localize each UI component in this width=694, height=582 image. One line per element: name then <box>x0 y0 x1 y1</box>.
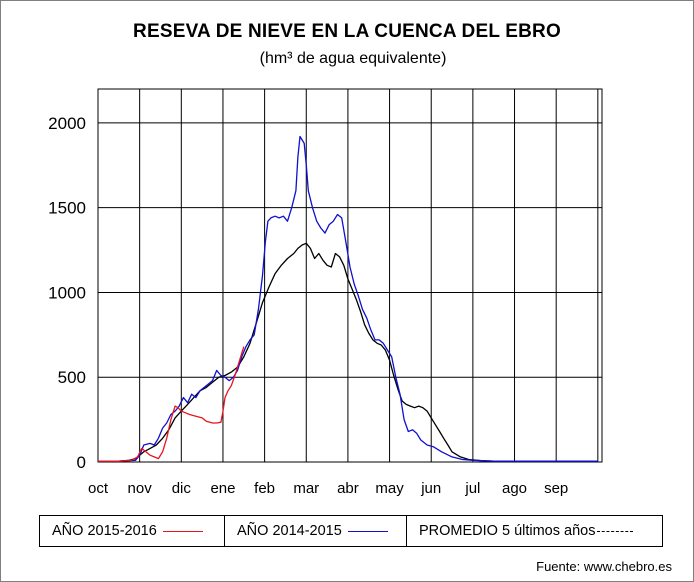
y-tick-label: 0 <box>77 453 86 472</box>
legend-item-promedio: PROMEDIO 5 últimos años <box>407 516 662 546</box>
x-tick-label: may <box>375 480 404 497</box>
x-tick-label: jun <box>420 480 441 497</box>
x-tick-label: sep <box>544 480 568 497</box>
series-line-2 <box>98 242 598 462</box>
plot-area <box>97 88 603 463</box>
x-tick-label: ene <box>210 480 235 497</box>
snow-reserve-chart: 0 500 1000 1500 2000 oct nov dic ene feb mar abr may… <box>48 88 603 497</box>
x-tick-label: abr <box>337 480 359 497</box>
x-tick-label: oct <box>88 480 109 497</box>
series-line-0 <box>98 346 245 462</box>
legend-swatch <box>162 530 203 532</box>
legend-swatch <box>597 530 634 532</box>
y-tick-label: 1500 <box>48 199 86 218</box>
legend-label: AÑO 2014-2015 <box>237 523 342 539</box>
source-note: Fuente: www.chebro.es <box>536 559 672 574</box>
x-tick-label: nov <box>128 480 153 497</box>
x-tick-label: jul <box>464 480 480 497</box>
series-line-1 <box>98 135 598 462</box>
legend-item-2014-2015: AÑO 2014-2015 <box>225 516 407 546</box>
legend-label: PROMEDIO 5 últimos años <box>419 523 596 539</box>
chart-title: RESEVA DE NIEVE EN LA CUENCA DEL EBRO <box>133 21 561 42</box>
y-tick-label: 2000 <box>48 114 86 133</box>
legend-item-2015-2016: AÑO 2015-2016 <box>40 516 225 546</box>
legend-swatch <box>347 530 388 532</box>
y-tick-label: 1000 <box>48 283 86 302</box>
x-tick-label: feb <box>254 480 275 497</box>
x-tick-label: ago <box>502 480 527 497</box>
chart-subtitle: (hm³ de agua equivalente) <box>259 50 447 67</box>
chart-legend: AÑO 2015-2016 AÑO 2014-2015 PROMEDIO 5 ú… <box>39 515 663 547</box>
y-tick-label: 500 <box>58 368 86 387</box>
x-tick-label: mar <box>293 480 319 497</box>
x-tick-label: dic <box>172 480 192 497</box>
legend-label: AÑO 2015-2016 <box>52 523 157 539</box>
